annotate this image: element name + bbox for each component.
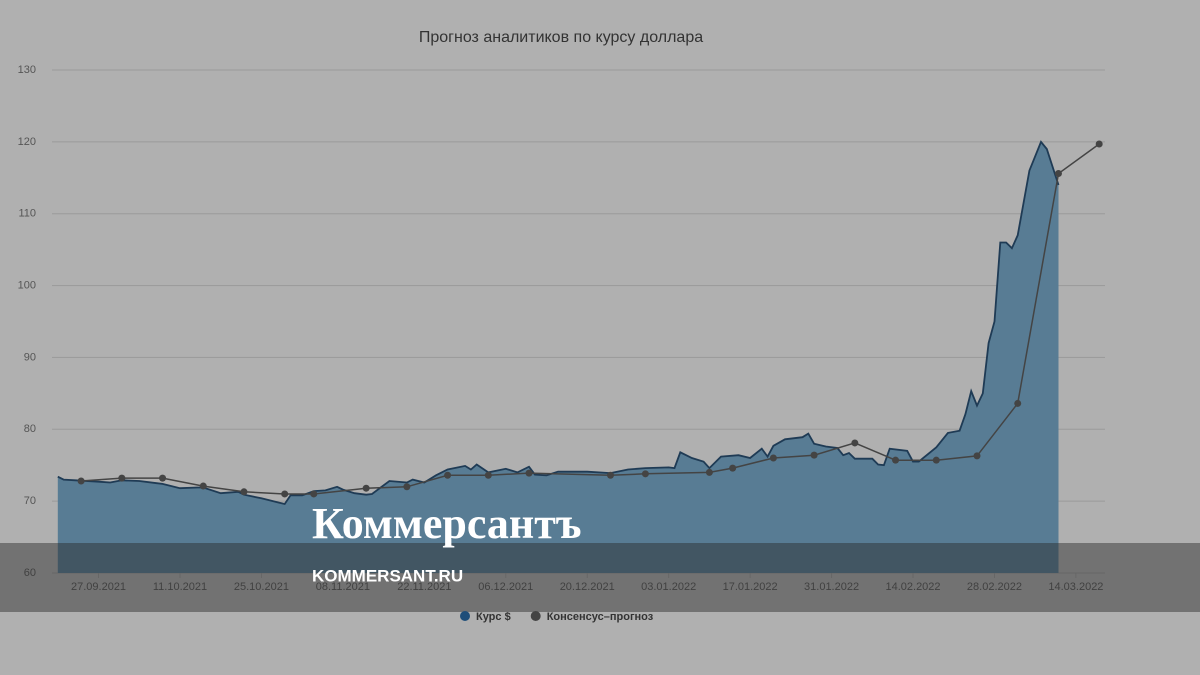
x-tick-label: 14.03.2022 xyxy=(1048,581,1103,593)
y-tick-label: 80 xyxy=(24,423,36,435)
chart-title: Прогноз аналитиков по курсу доллара xyxy=(419,29,703,46)
x-tick-label: 22.11.2021 xyxy=(397,581,451,593)
x-tick-label: 03.01.2022 xyxy=(641,581,696,593)
point xyxy=(606,471,614,479)
point xyxy=(281,490,289,498)
y-tick-label: 120 xyxy=(18,136,36,148)
y-tick-label: 60 xyxy=(24,567,36,579)
point xyxy=(240,488,248,496)
point xyxy=(851,439,859,447)
point xyxy=(810,451,818,459)
y-tick-label: 70 xyxy=(24,495,36,507)
legend: Курс $ Консенсус–прогноз xyxy=(460,611,654,623)
x-tick-label: 20.12.2021 xyxy=(560,581,615,593)
x-tick-label: 31.01.2022 xyxy=(804,581,859,593)
point xyxy=(362,484,370,492)
point xyxy=(973,452,981,460)
y-tick-label: 130 xyxy=(18,64,36,76)
y-tick-label: 100 xyxy=(18,279,36,291)
x-tick-label: 06.12.2021 xyxy=(478,581,533,593)
area-line xyxy=(57,140,1060,506)
area xyxy=(57,141,1059,573)
point xyxy=(705,468,713,476)
point xyxy=(932,456,940,464)
y-tick-label: 90 xyxy=(24,351,36,363)
point xyxy=(1054,169,1062,177)
x-tick-label: 08.11.2021 xyxy=(316,581,370,593)
legend-label: Консенсус–прогноз xyxy=(547,611,654,623)
point xyxy=(484,471,492,479)
x-tick-label: 25.10.2021 xyxy=(234,581,289,593)
y-tick-label: 110 xyxy=(18,208,36,220)
x-tick-label: 17.01.2022 xyxy=(723,581,778,593)
legend-label: Курс $ xyxy=(476,611,511,623)
watermark-band xyxy=(0,543,1200,612)
point xyxy=(1014,399,1022,407)
x-tick-label: 14.02.2022 xyxy=(885,581,940,593)
point xyxy=(729,464,737,472)
x-tick-label: 11.10.2021 xyxy=(153,581,207,593)
watermark-site: KOMMERSANT.RU xyxy=(312,566,463,585)
x-tick-label: 28.02.2022 xyxy=(967,581,1022,593)
watermark-brand: Коммерсантъ xyxy=(312,499,582,548)
point xyxy=(444,471,452,479)
point xyxy=(403,483,411,491)
point xyxy=(1095,140,1103,148)
point xyxy=(159,474,167,482)
point xyxy=(769,454,777,462)
point xyxy=(525,469,533,477)
point xyxy=(199,482,207,490)
legend-marker xyxy=(460,611,470,621)
legend-marker xyxy=(530,611,541,621)
x-tick-label: 27.09.2021 xyxy=(71,581,126,593)
plot-area: 60 70 80 90 100 110 120 130 27.09.2021 11.10.2021… xyxy=(18,64,1105,593)
point xyxy=(118,474,126,482)
point xyxy=(892,456,900,464)
point xyxy=(77,477,85,485)
point xyxy=(310,490,318,498)
point xyxy=(641,470,649,478)
